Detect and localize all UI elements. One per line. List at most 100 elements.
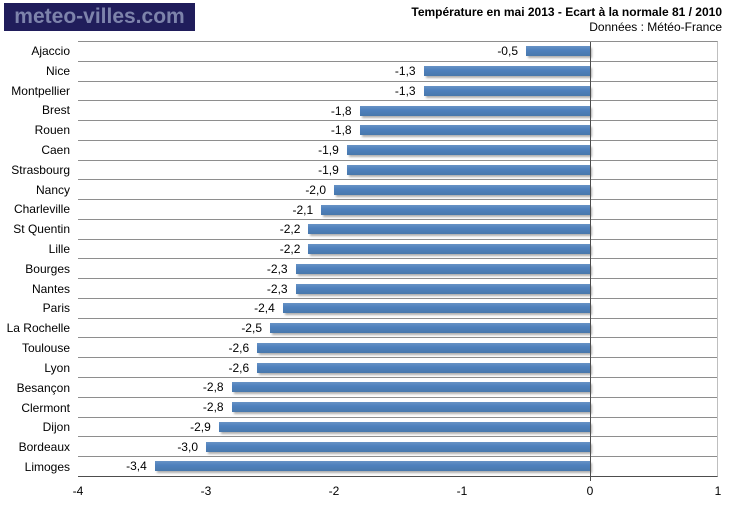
category-label: Lille [48,242,70,257]
category-label: Strasbourg [11,162,70,177]
category-label: Montpellier [11,83,70,98]
value-label: -3,4 [126,459,147,474]
category-label: Brest [41,103,70,118]
bar-row: -3,4 [78,457,717,476]
bar-row: -1,8 [78,121,717,141]
x-tick-label: -2 [328,484,340,498]
bar [334,184,590,195]
zero-axis-line [590,42,591,481]
category-label: Rouen [34,123,70,138]
value-label: -2,5 [241,321,262,336]
bar [231,402,590,413]
bar-row: -2,3 [78,259,717,280]
category-label: Bordeaux [18,440,70,455]
bar-row: -3,0 [78,437,717,458]
value-label: -3,0 [177,439,198,454]
x-tick-label: -3 [200,484,212,498]
category-label: Lyon [44,360,70,375]
bar [346,145,590,156]
bar-row: -2,1 [78,200,717,220]
category-label: Besançon [16,380,70,395]
bar-row: -1,3 [78,82,717,102]
value-label: -2,3 [266,261,288,276]
bar [295,283,590,294]
category-label: Clermont [21,400,70,415]
bar [423,85,590,96]
bar-row: -2,3 [78,279,717,299]
value-label: -1,8 [330,103,352,118]
bar [295,263,590,274]
x-tick-label: -1 [456,484,468,498]
value-label: -2,0 [305,182,326,197]
value-label: -2,4 [254,301,275,316]
bar [231,382,590,393]
bar [321,204,590,215]
bar [359,125,590,136]
value-label: -2,9 [190,419,211,434]
category-label: Charleville [13,202,70,217]
bar-row: -2,8 [78,378,717,398]
x-axis: -4 -3 -2 -1 0 1 [0,483,729,501]
value-label: -1,9 [318,143,339,158]
bar [257,342,590,353]
category-label: Ajaccio [31,43,70,58]
bar [270,323,590,334]
x-tick-label: -4 [72,484,84,498]
bar-row: -2,4 [78,299,717,319]
x-tick-label: 1 [714,484,722,498]
category-label: Toulouse [21,341,70,356]
category-label: La Rochelle [6,321,70,336]
plot-area: -0,5 -1,3 -1,3 -1,8 -1,8 -1,9 -1,9 -2,0 -2,1 -2,2… [78,41,718,481]
value-label: -2,2 [279,242,301,257]
category-label: Paris [42,301,70,316]
bar [206,441,590,452]
bar-row: -2,2 [78,220,717,240]
logo: meteo-villes.com [4,3,195,31]
bar-row: -2,2 [78,240,717,260]
category-label: Nantes [31,281,70,296]
bar-row: -2,0 [78,180,717,201]
bar [308,244,590,255]
category-label: Bourges [25,261,70,276]
bar-row: -2,6 [78,358,717,379]
category-label: Nice [45,63,70,78]
bar [282,303,590,314]
bar-row: -2,8 [78,398,717,418]
bar [154,461,590,472]
category-label: Dijon [42,420,70,435]
bar-row: -2,6 [78,338,717,359]
bar [359,105,590,116]
bar [526,46,590,57]
bar-row: -1,9 [78,161,717,181]
value-label: -1,3 [394,83,416,98]
chart-header: Température en mai 2013 - Ecart à la nor… [411,5,722,35]
bar-row: -1,3 [78,62,717,82]
x-tick-label: 0 [586,484,594,498]
bar-rows: -0,5 -1,3 -1,3 -1,8 -1,8 -1,9 -1,9 -2,0 -2,1 -2,2… [78,42,717,476]
bar [346,164,590,175]
value-label: -2,2 [279,222,301,237]
bar [308,224,590,235]
value-label: -2,8 [202,400,224,415]
category-label: Nancy [35,182,70,197]
bar-row: -1,8 [78,101,717,122]
category-label: Caen [41,142,70,157]
bar-row: -2,5 [78,319,717,339]
category-label: St Quentin [13,222,70,237]
value-label: -1,8 [330,123,352,138]
bar [257,362,590,373]
value-label: -2,6 [228,340,250,355]
value-label: -1,9 [318,162,339,177]
value-label: -2,3 [266,281,288,296]
value-label: -2,6 [228,360,250,375]
category-axis-labels: Ajaccio Nice Montpellier Brest Rouen Caen Stra… [0,41,70,477]
value-label: -0,5 [497,44,518,59]
chart-source: Données : Météo-France [589,20,722,34]
chart-title: Température en mai 2013 - Ecart à la nor… [411,5,722,19]
value-label: -2,1 [292,202,314,217]
bar [423,66,590,77]
bar [218,421,590,432]
value-label: -2,8 [202,380,224,395]
bar-row: -2,9 [78,418,717,438]
bar-row: -0,5 [78,42,717,62]
